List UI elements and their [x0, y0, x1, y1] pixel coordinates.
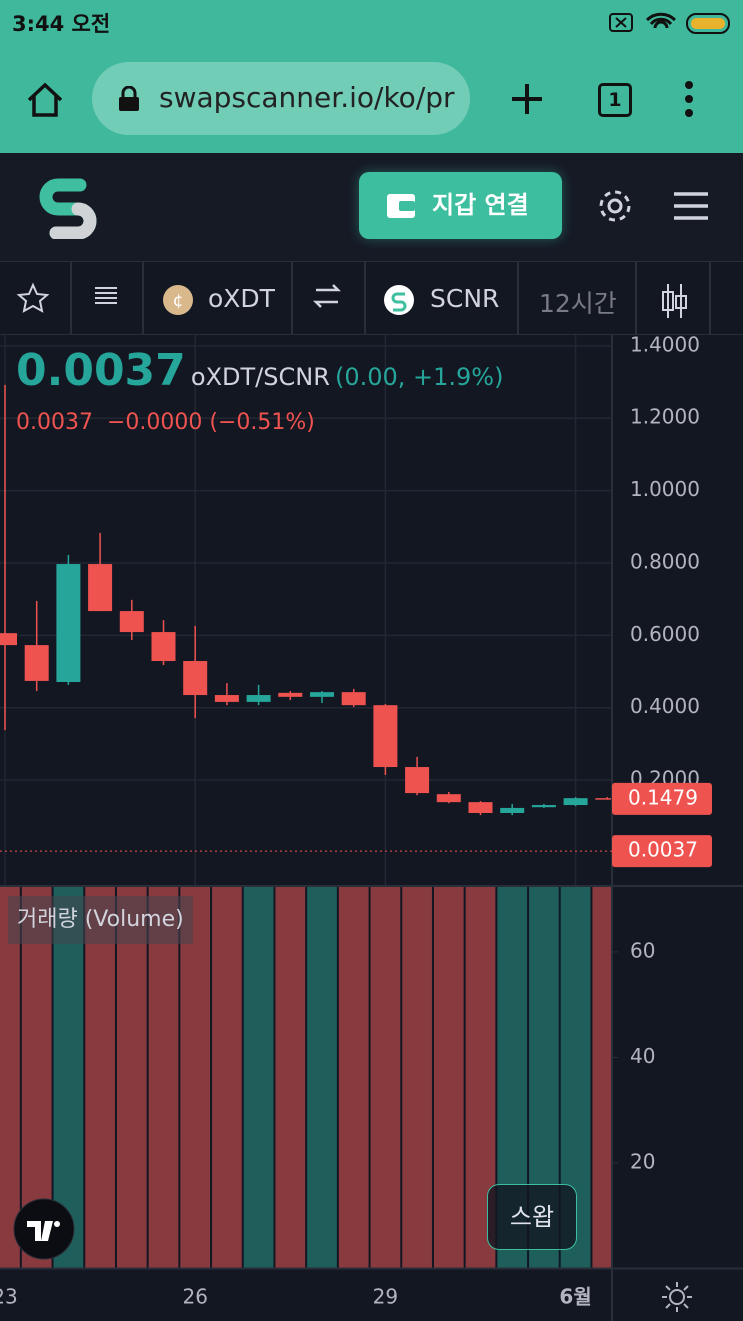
- volume-bar: [337, 887, 370, 1268]
- candle-body: [119, 611, 144, 633]
- candle-body: [246, 695, 271, 702]
- tab-count[interactable]: 1: [598, 83, 632, 117]
- logo[interactable]: [36, 175, 100, 239]
- quote-token[interactable]: SCNR: [430, 284, 500, 313]
- url-field[interactable]: swapscanner.io/ko/pr: [92, 62, 470, 135]
- price-label: 0.1479: [628, 785, 698, 809]
- candle-body: [341, 692, 366, 706]
- volume-bar: [211, 887, 243, 1268]
- candle-body: [0, 633, 17, 646]
- volume-title: 거래량 (Volume): [8, 896, 193, 944]
- hamburger-button[interactable]: [672, 190, 710, 222]
- candle-body: [183, 661, 208, 696]
- candles: [0, 335, 612, 885]
- y-tick-label: 1.0000: [630, 477, 700, 501]
- y-tick-label: 1.2000: [630, 405, 700, 429]
- volume-tick-label: 60: [630, 938, 655, 962]
- candle-body: [373, 705, 398, 768]
- y-tick-label: 0.6000: [630, 622, 700, 646]
- y-tick-label: 0.8000: [630, 549, 700, 573]
- candle-body: [563, 798, 588, 806]
- price-label: 0.0037: [628, 838, 698, 862]
- volume-bar: [274, 887, 307, 1268]
- candle-body: [405, 767, 430, 794]
- toolbar-icons: ¢: [16, 262, 711, 334]
- x-tick-label: 29: [373, 1285, 398, 1309]
- url: swapscanner.io/ko/pr: [159, 81, 455, 114]
- candle-body: [214, 695, 239, 702]
- wallet-icon: [387, 194, 415, 218]
- ohlc-legend: 0.0037 −0.0000 (−0.51%): [16, 410, 315, 435]
- price-label-box: [612, 782, 712, 815]
- volume-bar: [115, 887, 148, 1268]
- menu-button[interactable]: [682, 80, 696, 120]
- clock: 3:44 오전: [12, 12, 111, 36]
- candle-body: [24, 645, 49, 681]
- x-tick-label: 6월: [559, 1285, 591, 1309]
- base-token[interactable]: oXDT: [208, 284, 275, 313]
- chart-toolbar: ¢ oXDT SCNR 12시간: [0, 262, 743, 335]
- volume-bar: [369, 887, 402, 1268]
- legend: 0.0037 oXDT/SCNR (0.00, +1.9%): [16, 345, 503, 396]
- swap-button[interactable]: 스왑: [487, 1184, 577, 1250]
- pair: oXDT/SCNR: [190, 363, 330, 391]
- candle-body: [531, 805, 556, 808]
- app-header: 지갑 연결: [0, 153, 743, 262]
- browser-bar: swapscanner.io/ko/pr 1: [0, 50, 743, 153]
- price-change: (0.00, +1.9%): [334, 363, 504, 391]
- status-bar: 3:44 오전: [0, 0, 743, 50]
- x-tick-label: 26: [182, 1285, 207, 1309]
- volume-bar: [147, 887, 180, 1268]
- volume-bar: [179, 887, 212, 1268]
- candle-body: [468, 802, 493, 813]
- settings-button[interactable]: [595, 186, 635, 226]
- tradingview-logo[interactable]: [13, 1198, 75, 1260]
- volume-bar: [0, 887, 21, 1268]
- status-icons: [609, 12, 730, 34]
- x-tick-label: 23: [0, 1285, 18, 1309]
- last-price: 0.0037: [16, 345, 186, 396]
- svg-text:¢: ¢: [173, 291, 184, 311]
- candle-body: [56, 564, 81, 683]
- new-tab-button[interactable]: [510, 82, 544, 116]
- price-label-box: [612, 835, 712, 868]
- last-close: 0.0037: [16, 410, 93, 435]
- price-chart: 1.40001.20001.00000.80000.60000.40000.20…: [0, 335, 743, 1321]
- volume-bar: [84, 887, 116, 1268]
- volume-tick-label: 20: [630, 1149, 655, 1173]
- lock-icon: [119, 86, 139, 111]
- volume-bar: [401, 887, 433, 1268]
- candle-body: [151, 632, 176, 662]
- chart-settings-button[interactable]: [660, 1280, 694, 1314]
- volume-bar: [242, 887, 275, 1268]
- candle-body: [278, 692, 303, 697]
- last-change: −0.0000 (−0.51%): [106, 410, 315, 435]
- volume-bar: [432, 887, 465, 1268]
- candle-body: [88, 564, 113, 612]
- volume-bars: [0, 887, 612, 1268]
- connect-wallet-button[interactable]: 지갑 연결: [359, 172, 562, 239]
- connect-wallet-label: 지갑 연결: [432, 191, 529, 219]
- candle-body: [436, 794, 461, 803]
- home-button[interactable]: [25, 80, 65, 120]
- volume-tick-label: 40: [630, 1044, 655, 1068]
- candle-body: [310, 692, 334, 697]
- candle-body: [500, 807, 525, 813]
- volume-bar: [306, 887, 338, 1268]
- volume-bar: [591, 887, 612, 1268]
- y-tick-label: 0.4000: [630, 694, 700, 718]
- y-tick-label: 1.4000: [630, 335, 700, 356]
- interval[interactable]: 12시간: [539, 289, 617, 318]
- candle-body: [595, 798, 612, 800]
